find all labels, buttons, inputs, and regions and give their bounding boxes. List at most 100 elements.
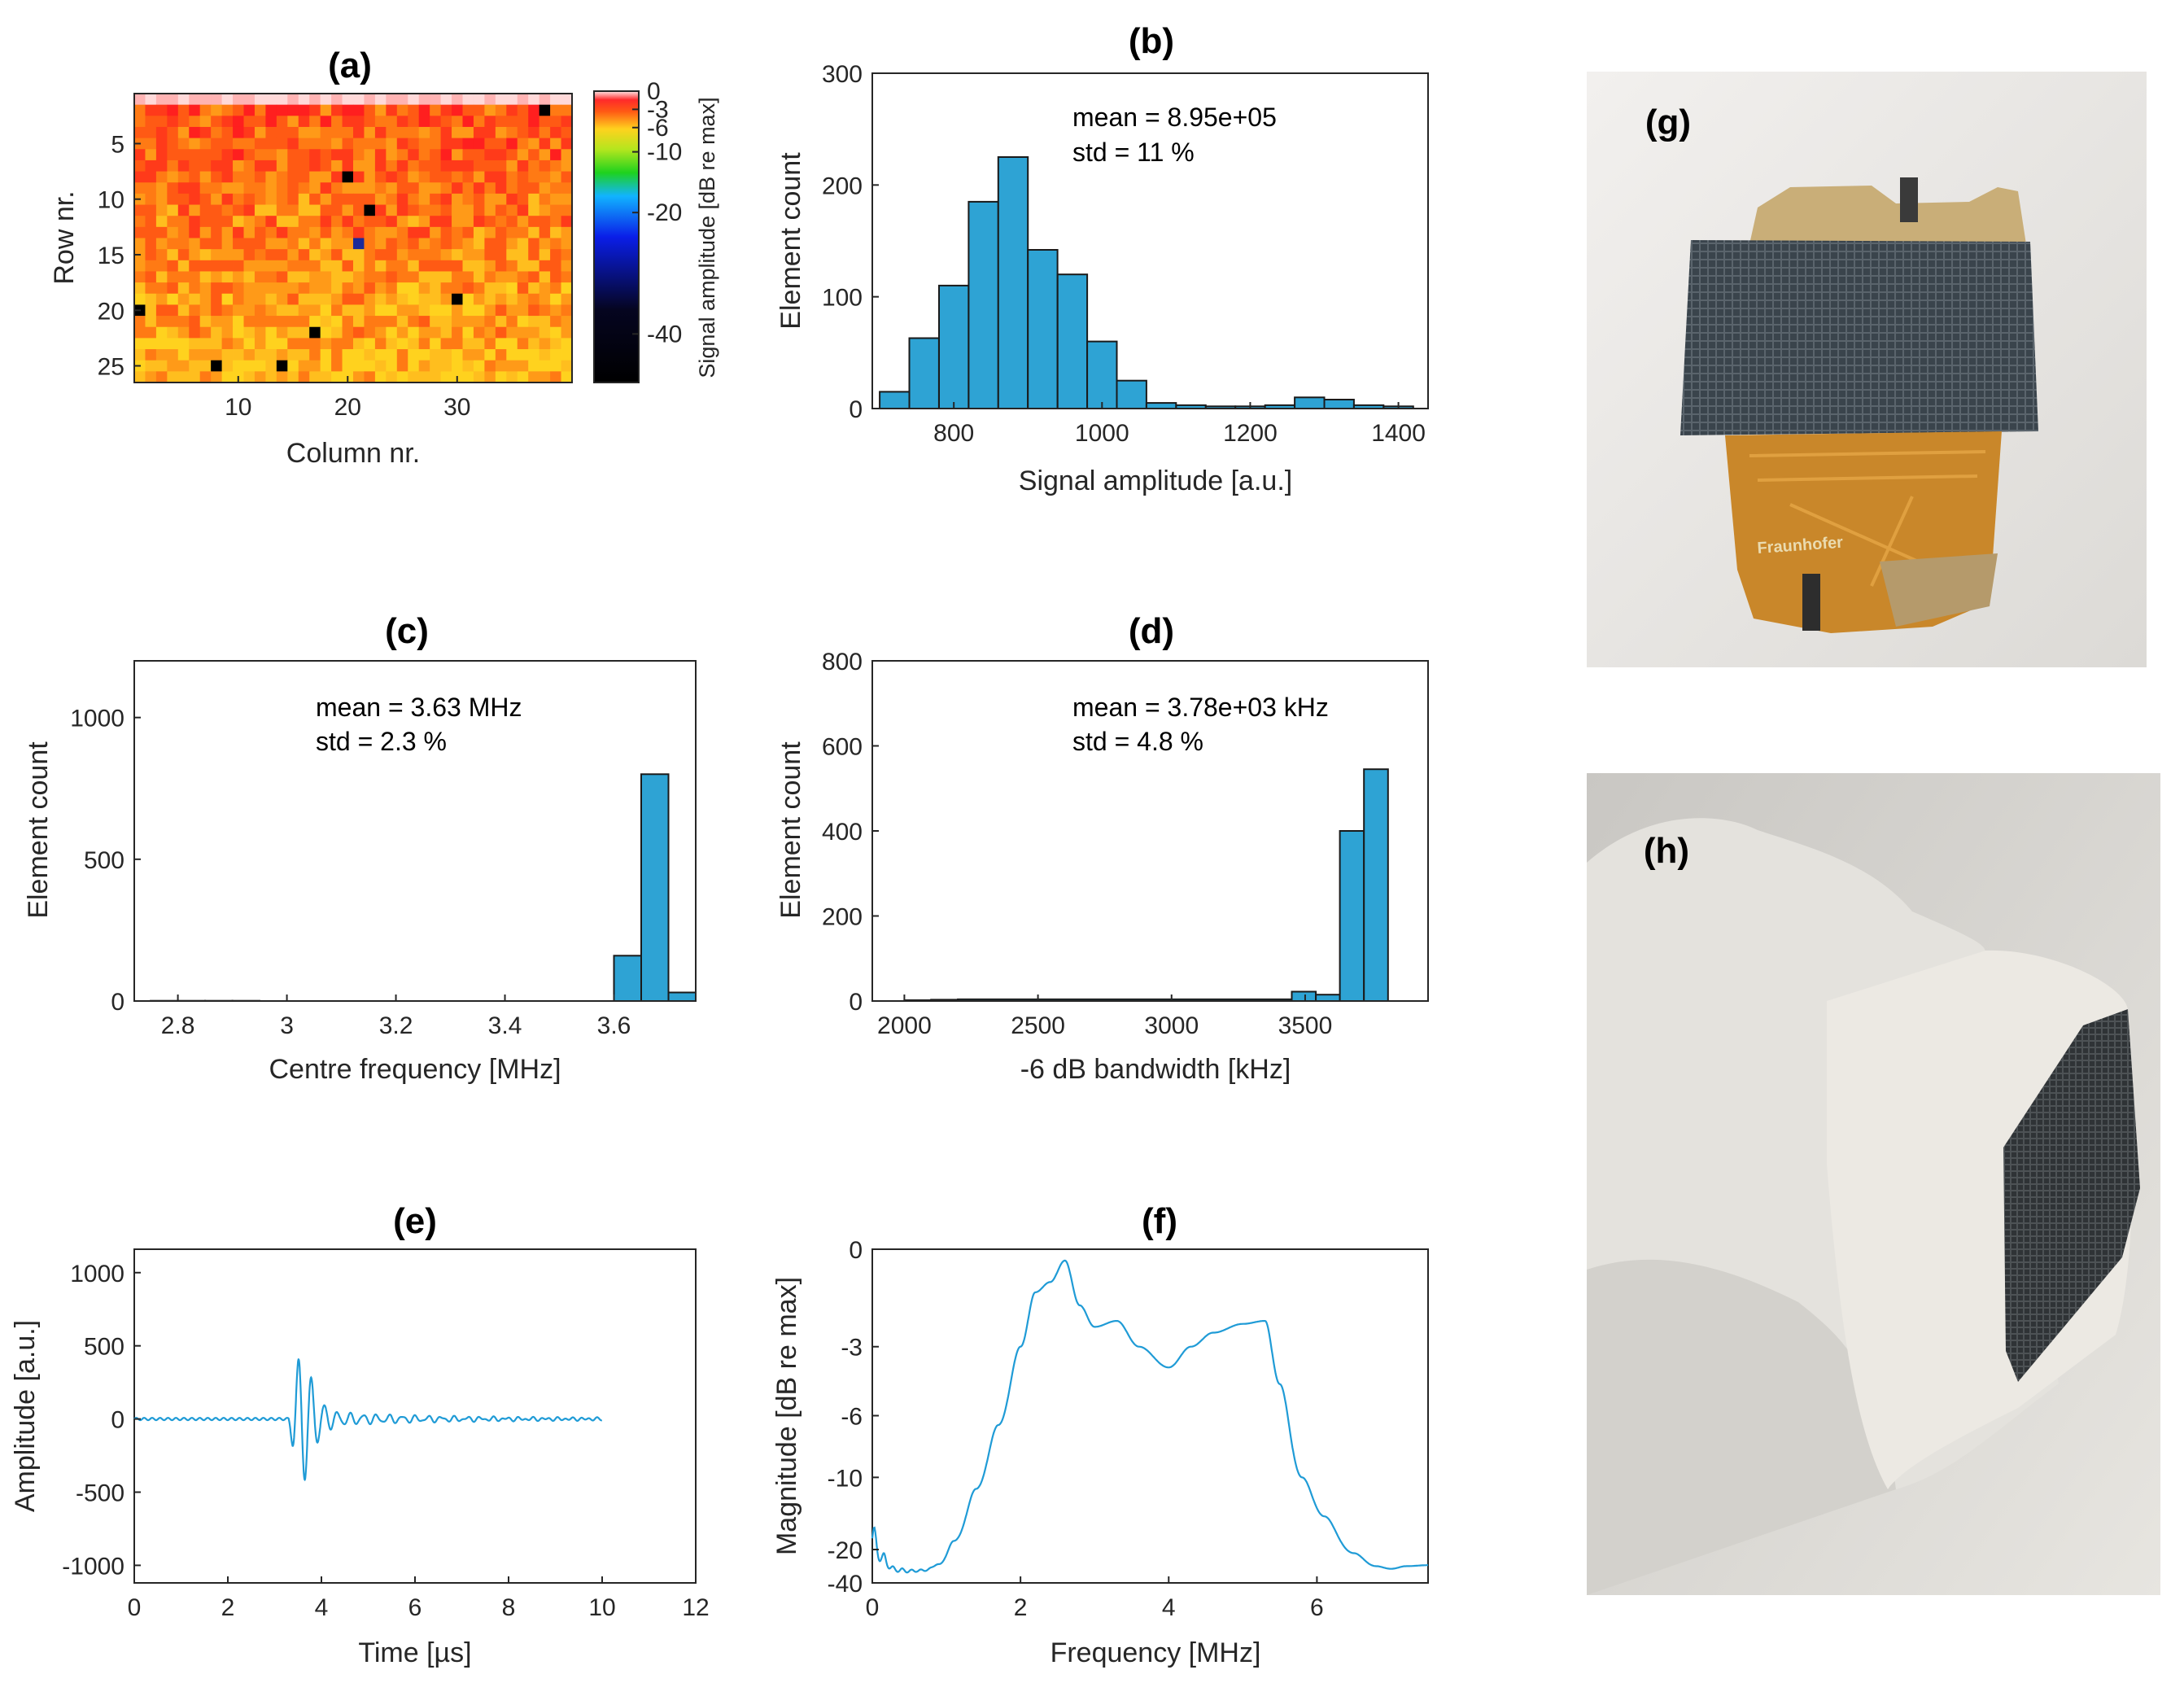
heatmap-cell (221, 171, 234, 183)
heatmap-cell (287, 94, 299, 106)
heatmap-cell (167, 116, 179, 128)
heatmap-cell (473, 116, 485, 128)
heatmap-cell (243, 182, 256, 195)
heatmap-cell (364, 316, 376, 328)
heatmap-cell (287, 182, 299, 195)
heatmap-cell (233, 94, 244, 106)
heatmap-cell (331, 138, 343, 150)
heatmap-cell (298, 326, 310, 339)
heatmap-cell (506, 182, 518, 195)
panel-c-y-ticks: 0 500 1000 (70, 706, 141, 1016)
heatmap-cell (550, 216, 561, 228)
heatmap-cell (430, 160, 441, 172)
heatmap-cell (134, 126, 146, 139)
heatmap-cell (473, 371, 485, 383)
heatmap-cell (287, 249, 299, 261)
heatmap-cell (418, 282, 430, 295)
heatmap-cell (462, 249, 474, 261)
histogram-bar (997, 156, 1029, 409)
heatmap-cell (452, 149, 463, 161)
heatmap-cell (177, 293, 190, 305)
heatmap-cell (561, 104, 573, 116)
heatmap-cell (386, 104, 398, 116)
heatmap-cell (265, 338, 277, 350)
heatmap-cell (408, 249, 420, 261)
heatmap-cell (342, 126, 354, 139)
heatmap-cell (177, 360, 190, 372)
heatmap-cell (309, 316, 321, 328)
panel-a-y-label: Row nr. (49, 190, 80, 284)
heatmap-cell (177, 371, 190, 383)
heatmap-cell (452, 360, 463, 372)
heatmap-cell (298, 226, 310, 238)
heatmap-cell (233, 271, 244, 283)
panel-g-photo: Fraunhofer (g) (1587, 72, 2147, 667)
back-connector (1900, 177, 1918, 222)
heatmap-cell (484, 216, 496, 228)
heatmap-cell (440, 126, 452, 139)
heatmap-cell (473, 304, 485, 317)
heatmap-cell (462, 226, 474, 238)
heatmap-cell (167, 104, 179, 116)
y-tick-label: 0 (111, 1407, 124, 1434)
heatmap-cell (254, 316, 266, 328)
heatmap-cell (386, 116, 398, 128)
heatmap-cell (561, 116, 573, 128)
heatmap-cell (506, 160, 518, 172)
front-connector (1802, 574, 1820, 631)
heatmap-cell (145, 326, 157, 339)
heatmap-cell (342, 271, 354, 283)
heatmap-cell (396, 193, 408, 205)
heatmap-cell (440, 338, 452, 350)
heatmap-cell (353, 193, 365, 205)
heatmap-cell (342, 326, 354, 339)
heatmap-cell (309, 349, 321, 361)
heatmap-cell (364, 349, 376, 361)
heatmap-cell (331, 116, 343, 128)
heatmap-cell (167, 326, 179, 339)
heatmap-cell (473, 182, 485, 195)
panel-c-x-ticks: 2.8 3 3.2 3.4 3.6 (161, 994, 631, 1039)
panel-b-y-ticks: 0 100 200 300 (822, 61, 879, 423)
heatmap-cell (254, 371, 266, 383)
heatmap-cell (287, 316, 299, 328)
heatmap-cell (473, 126, 485, 139)
heatmap-cell (189, 138, 201, 150)
heatmap-cell (254, 126, 266, 139)
heatmap-cell (506, 116, 518, 128)
heatmap-cell (276, 260, 288, 272)
heatmap-cell (167, 360, 179, 372)
panel-c-frame (133, 660, 697, 1002)
heatmap-cell (539, 204, 551, 216)
heatmap-cell (506, 338, 518, 350)
heatmap-cell (473, 94, 485, 106)
panel-a-y-ticks: 5 10 15 20 25 (98, 131, 141, 381)
heatmap-cell (309, 160, 321, 172)
heatmap-cell (517, 193, 529, 205)
heatmap-cell (211, 149, 222, 161)
heatmap-cell (287, 138, 299, 150)
heatmap-cell (320, 304, 332, 317)
heatmap-cell (517, 326, 529, 339)
x-tick-label: 2000 (877, 1012, 932, 1039)
heatmap-cell (211, 204, 222, 216)
heatmap-cell (550, 282, 561, 295)
heatmap-cell (418, 316, 430, 328)
heatmap-cell (440, 293, 452, 305)
histogram-bar (640, 773, 670, 1002)
heatmap-cell (374, 226, 387, 238)
heatmap-cell (528, 94, 540, 106)
heatmap-cell (342, 182, 354, 195)
heatmap-cell (199, 360, 212, 372)
heatmap-cell (309, 138, 321, 150)
heatmap-cell (287, 204, 299, 216)
heatmap-cell (254, 182, 266, 195)
heatmap-cell (561, 226, 573, 238)
heatmap-cell (473, 171, 485, 183)
heatmap-cell (265, 271, 277, 283)
heatmap-cell (331, 338, 343, 350)
heatmap-cell (550, 260, 561, 272)
heatmap-cell (145, 249, 157, 261)
heatmap-cell (233, 293, 244, 305)
heatmap-cell (539, 260, 551, 272)
